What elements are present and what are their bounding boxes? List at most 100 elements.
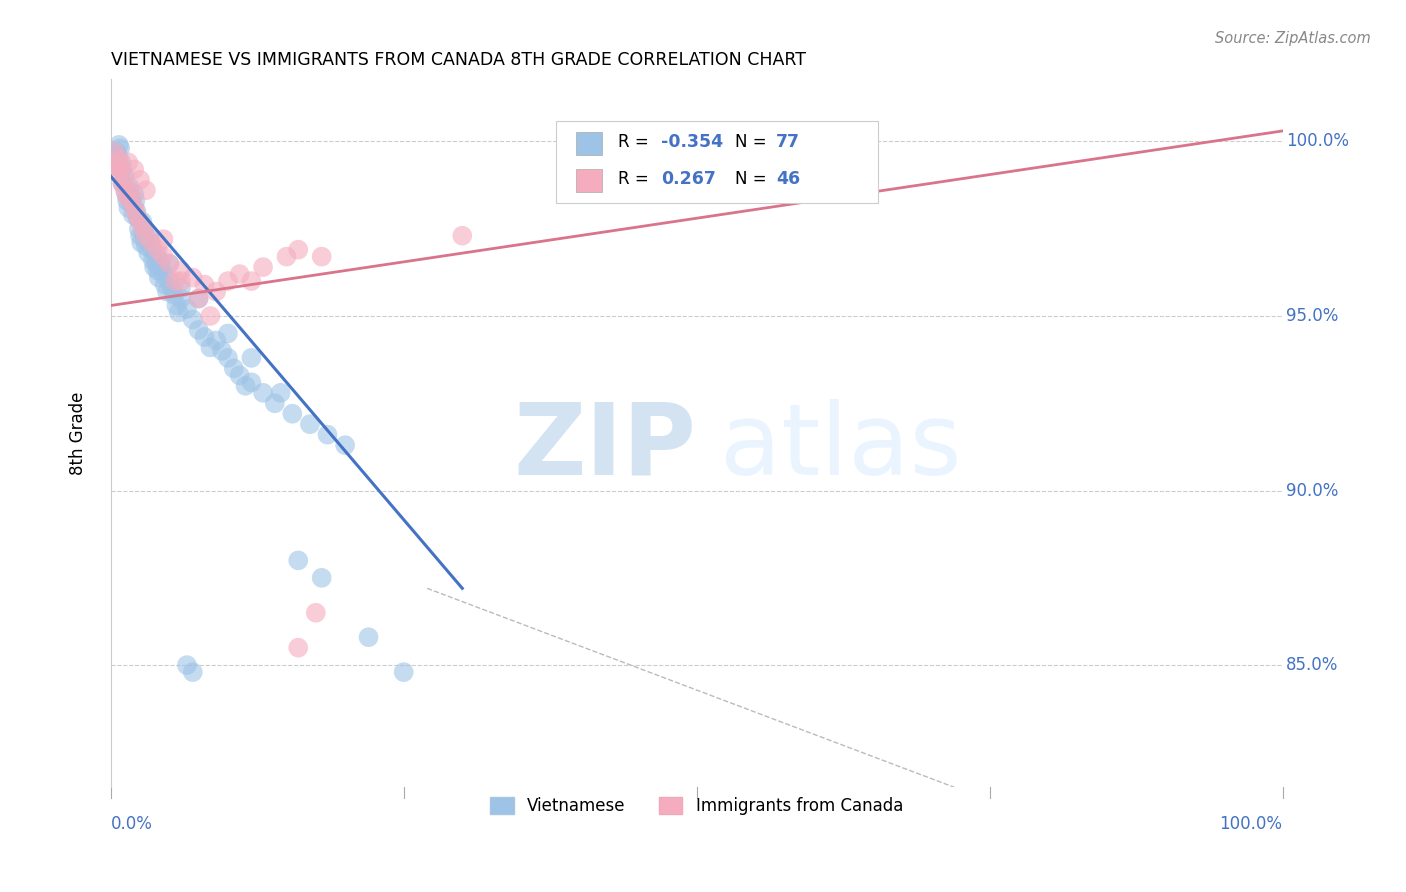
Point	[135, 239, 157, 253]
Point	[105, 159, 128, 173]
Point	[120, 190, 142, 204]
Point	[170, 292, 193, 306]
FancyBboxPatch shape	[576, 132, 602, 155]
Point	[156, 285, 179, 299]
Point	[129, 173, 152, 187]
Point	[121, 197, 143, 211]
Point	[157, 257, 180, 271]
Point	[127, 211, 149, 226]
Point	[392, 665, 415, 679]
Point	[152, 250, 174, 264]
Point	[193, 330, 215, 344]
Point	[152, 232, 174, 246]
Point	[187, 292, 209, 306]
Point	[263, 396, 285, 410]
Point	[160, 281, 183, 295]
Point	[803, 177, 825, 191]
Point	[118, 179, 141, 194]
Point	[252, 385, 274, 400]
Point	[108, 141, 131, 155]
Point	[252, 260, 274, 274]
Point	[217, 351, 239, 365]
Point	[217, 326, 239, 341]
Point	[176, 658, 198, 673]
Point	[357, 630, 380, 644]
Point	[193, 277, 215, 292]
Point	[287, 243, 309, 257]
Point	[141, 243, 163, 257]
Point	[121, 194, 143, 208]
Point	[228, 368, 250, 383]
Point	[103, 145, 125, 159]
Point	[145, 257, 167, 271]
Point	[110, 169, 132, 184]
Text: R =: R =	[619, 134, 654, 152]
Point	[153, 277, 176, 292]
Point	[311, 571, 333, 585]
Point	[129, 228, 152, 243]
Point	[187, 323, 209, 337]
Text: 85.0%: 85.0%	[1286, 657, 1339, 674]
Point	[165, 299, 187, 313]
Point	[222, 361, 245, 376]
Point	[131, 215, 153, 229]
Point	[146, 263, 169, 277]
Text: 8th Grade: 8th Grade	[69, 392, 87, 475]
Point	[105, 145, 128, 159]
Point	[149, 253, 172, 268]
Point	[148, 270, 170, 285]
Point	[755, 186, 778, 201]
Point	[157, 257, 180, 271]
Point	[170, 263, 193, 277]
Text: Source: ZipAtlas.com: Source: ZipAtlas.com	[1215, 31, 1371, 46]
Point	[114, 183, 136, 197]
Point	[107, 148, 129, 162]
Point	[108, 137, 131, 152]
Point	[157, 274, 180, 288]
Point	[122, 162, 145, 177]
Point	[115, 186, 138, 201]
FancyBboxPatch shape	[555, 121, 879, 202]
Text: 0.0%: 0.0%	[111, 815, 153, 833]
Text: 100.0%: 100.0%	[1219, 815, 1282, 833]
Text: -0.354: -0.354	[661, 134, 724, 152]
Point	[118, 183, 141, 197]
Point	[128, 221, 150, 235]
Point	[134, 232, 156, 246]
Point	[176, 301, 198, 316]
Point	[107, 166, 129, 180]
Text: 77: 77	[776, 134, 800, 152]
Point	[333, 438, 356, 452]
Point	[117, 155, 139, 169]
Point	[316, 427, 339, 442]
Point	[181, 312, 204, 326]
Point	[240, 274, 263, 288]
Point	[117, 201, 139, 215]
Point	[181, 665, 204, 679]
Point	[124, 194, 146, 208]
Point	[287, 640, 309, 655]
Text: 95.0%: 95.0%	[1286, 307, 1339, 325]
Text: R =: R =	[619, 170, 654, 188]
Point	[311, 250, 333, 264]
Point	[110, 155, 132, 169]
Point	[281, 407, 304, 421]
Point	[235, 379, 257, 393]
Text: atlas: atlas	[720, 399, 962, 496]
Point	[108, 152, 131, 166]
Point	[276, 250, 298, 264]
Point	[200, 340, 222, 354]
Point	[200, 309, 222, 323]
Point	[138, 228, 160, 243]
Text: VIETNAMESE VS IMMIGRANTS FROM CANADA 8TH GRADE CORRELATION CHART: VIETNAMESE VS IMMIGRANTS FROM CANADA 8TH…	[111, 51, 806, 69]
Point	[205, 334, 228, 348]
Point	[108, 159, 131, 173]
Point	[170, 281, 193, 295]
Point	[132, 225, 155, 239]
Text: 100.0%: 100.0%	[1286, 132, 1350, 151]
Point	[135, 228, 157, 243]
Point	[152, 267, 174, 281]
Point	[111, 177, 134, 191]
Point	[129, 235, 152, 250]
Point	[240, 376, 263, 390]
